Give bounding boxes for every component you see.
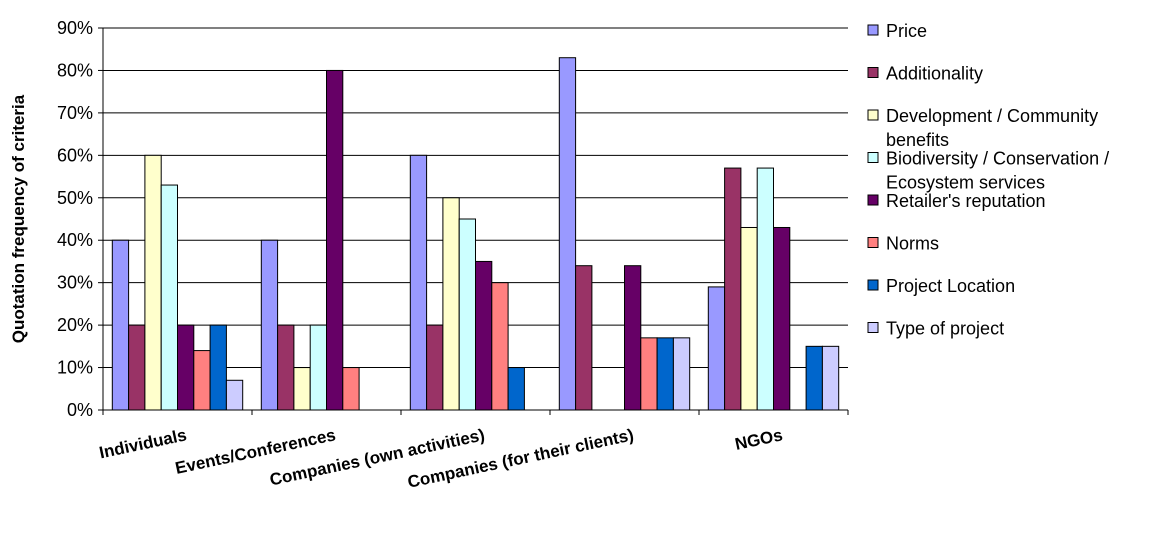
bar (278, 325, 294, 410)
bar (327, 70, 343, 410)
bar (226, 380, 242, 410)
legend-swatch (868, 238, 878, 248)
y-tick-label: 30% (57, 273, 93, 293)
legend-label: Price (886, 21, 927, 41)
bar (673, 338, 689, 410)
bar (757, 168, 773, 410)
legend-swatch (868, 280, 878, 290)
legend-swatch (868, 323, 878, 333)
y-tick-label: 90% (57, 18, 93, 38)
legend-label: Type of project (886, 319, 1004, 339)
legend-swatch (868, 153, 878, 163)
bar (492, 283, 508, 410)
legend-swatch (868, 195, 878, 205)
y-tick-label: 0% (67, 400, 93, 420)
bar (625, 266, 641, 410)
legend-label: Additionality (886, 64, 983, 84)
bar (210, 325, 226, 410)
bar (145, 155, 161, 410)
legend-label: Norms (886, 234, 939, 254)
bar (641, 338, 657, 410)
bar (576, 266, 592, 410)
y-tick-label: 50% (57, 188, 93, 208)
legend-label: Development / Community (886, 106, 1098, 126)
bars (112, 58, 838, 410)
category-label: NGOs (733, 425, 784, 454)
legend-label: Biodiversity / Conservation / (886, 149, 1109, 169)
y-axis-label: Quotation frequency of criteria (9, 94, 28, 343)
bar (161, 185, 177, 410)
y-tick-labels: 0% 10% 20% 30% 40% 50% 60% 70% 80% 90% (57, 18, 103, 420)
bar (708, 287, 724, 410)
y-tick-label: 20% (57, 315, 93, 335)
bar (410, 155, 426, 410)
y-tick-label: 60% (57, 145, 93, 165)
bar (774, 227, 790, 410)
bar (657, 338, 673, 410)
bar (343, 368, 359, 410)
legend-label: Project Location (886, 276, 1015, 296)
bar (112, 240, 128, 410)
category-label: Individuals (98, 425, 189, 462)
bar (741, 227, 757, 410)
bar (294, 368, 310, 410)
y-tick-label: 70% (57, 103, 93, 123)
legend-label: Retailer's reputation (886, 191, 1046, 211)
y-tick-label: 80% (57, 60, 93, 80)
bar (822, 346, 838, 410)
bar (559, 58, 575, 410)
bar (508, 368, 524, 410)
bar (443, 198, 459, 410)
y-tick-label: 10% (57, 358, 93, 378)
bar (261, 240, 277, 410)
legend-swatch (868, 68, 878, 78)
bar (129, 325, 145, 410)
legend-label: Ecosystem services (886, 173, 1045, 193)
bar (476, 261, 492, 410)
legend-swatch (868, 25, 878, 35)
bar (178, 325, 194, 410)
bar (427, 325, 443, 410)
legend-swatch (868, 110, 878, 120)
legend: Price Additionality Development / Communit… (868, 21, 1109, 339)
bar (194, 351, 210, 410)
legend-label: benefits (886, 130, 949, 150)
bar (310, 325, 326, 410)
bar (806, 346, 822, 410)
bar (725, 168, 741, 410)
bar (459, 219, 475, 410)
y-tick-label: 40% (57, 230, 93, 250)
